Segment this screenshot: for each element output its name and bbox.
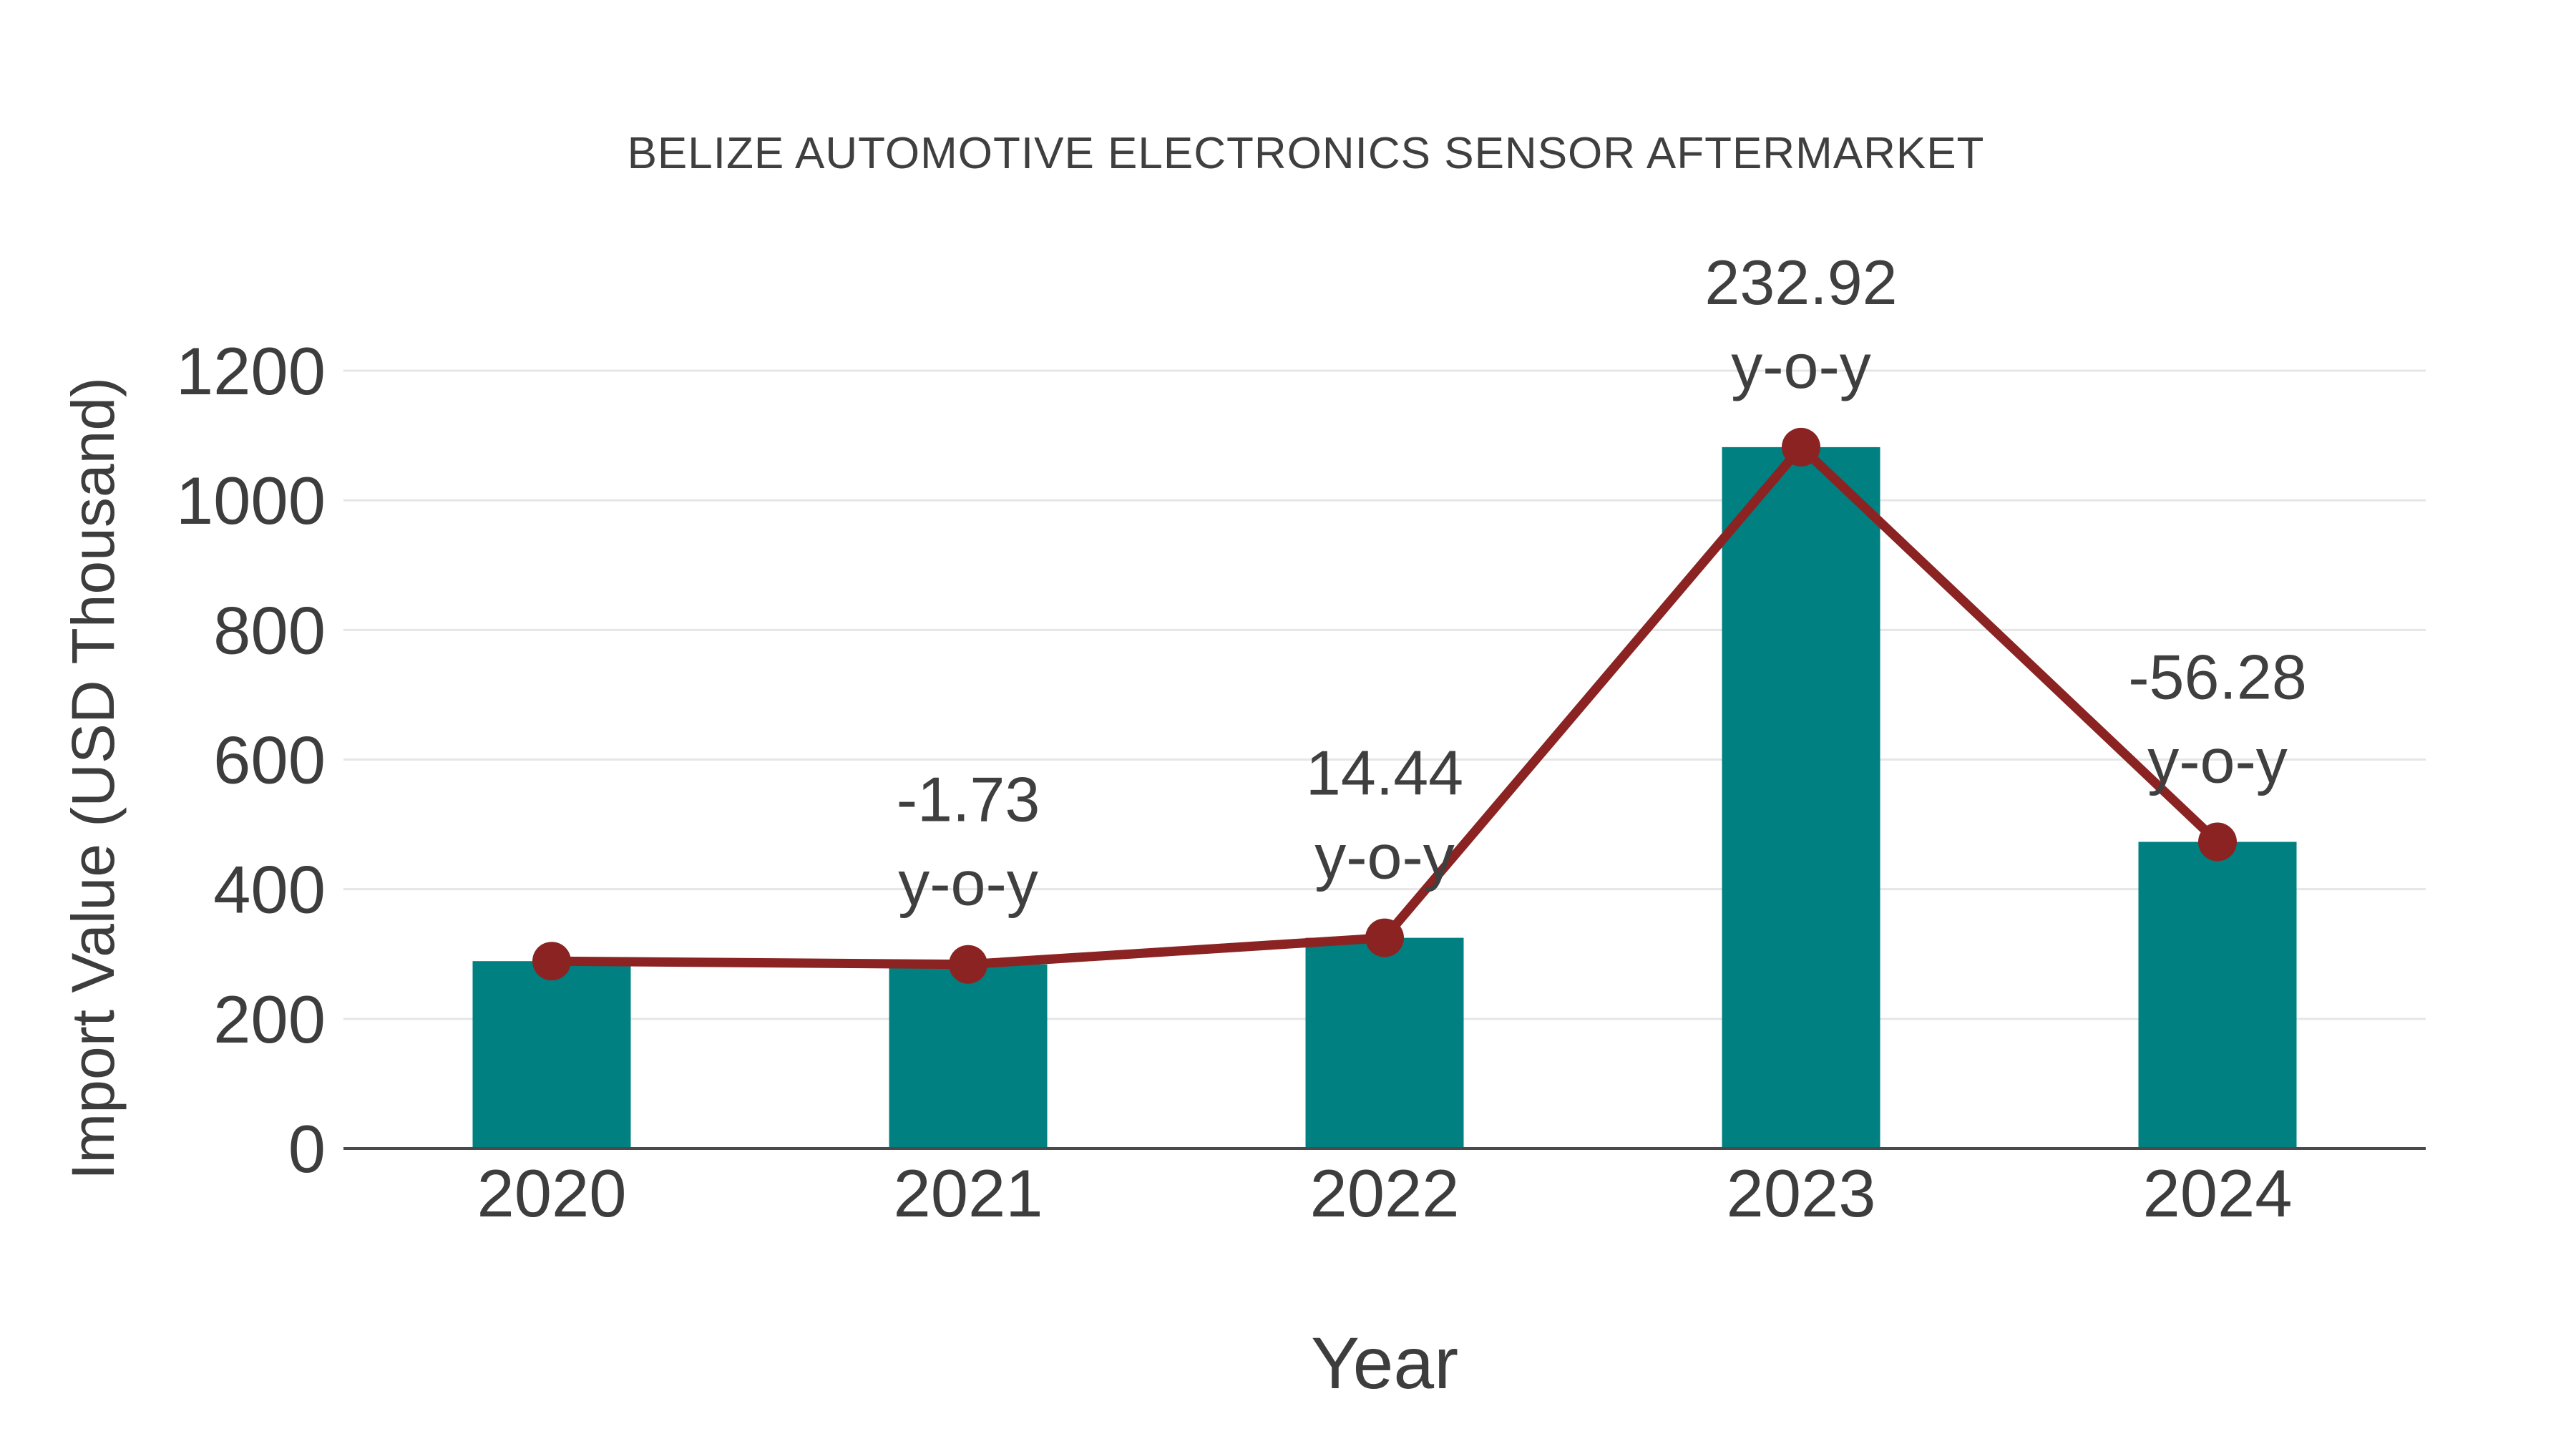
marker-2021 (949, 945, 987, 984)
annotation-2021-unit: y-o-y (898, 848, 1038, 919)
marker-2024 (2198, 822, 2237, 862)
y-tick-label-0: 0 (288, 1111, 326, 1186)
marker-2023 (1782, 427, 1820, 467)
bar-2023 (1722, 447, 1880, 1148)
x-tick-label-2023: 2023 (1726, 1156, 1875, 1231)
annotation-2023-value: 232.92 (1704, 247, 1897, 318)
annotation-2024-value: -56.28 (2128, 642, 2307, 713)
chart-title: BELIZE AUTOMOTIVE ELECTRONICS SENSOR AFT… (627, 129, 1985, 178)
bar-2022 (1305, 937, 1464, 1148)
annotation-2022-unit: y-o-y (1314, 821, 1455, 892)
marker-2020 (532, 942, 571, 981)
x-tick-label-2024: 2024 (2142, 1156, 2292, 1231)
y-tick-label-600: 600 (213, 723, 326, 798)
x-tick-label-2020: 2020 (477, 1156, 626, 1231)
annotation-2022-value: 14.44 (1306, 738, 1463, 809)
y-tick-label-200: 200 (213, 982, 326, 1057)
annotation-2024-unit: y-o-y (2147, 726, 2288, 796)
bar-2024 (2138, 841, 2297, 1148)
x-tick-label-2021: 2021 (893, 1156, 1043, 1231)
annotation-2021-value: -1.73 (897, 764, 1040, 835)
x-axis-title: Year (1310, 1322, 1459, 1404)
annotation-2023-unit: y-o-y (1731, 331, 1871, 401)
bar-2021 (889, 964, 1048, 1148)
y-tick-label-400: 400 (213, 852, 326, 927)
x-tick-label-2022: 2022 (1309, 1156, 1459, 1231)
y-tick-label-1200: 1200 (176, 333, 326, 409)
y-tick-label-1000: 1000 (176, 463, 326, 538)
y-axis-title: Import Value (USD Thousand) (59, 376, 127, 1181)
y-tick-label-800: 800 (213, 592, 326, 668)
marker-2022 (1365, 918, 1404, 957)
bar-2020 (472, 961, 631, 1148)
